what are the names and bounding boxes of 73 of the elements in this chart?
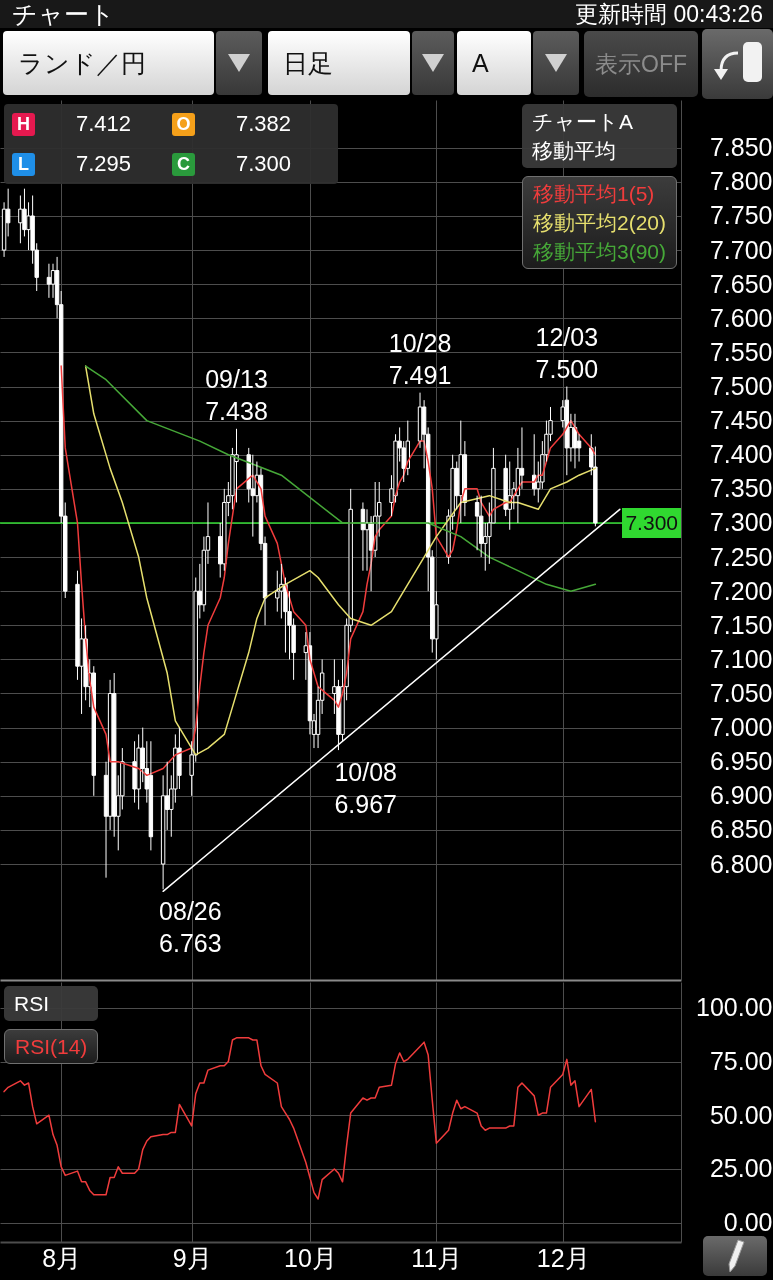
annotation: 09/13 7.438 bbox=[205, 363, 268, 427]
chart-title: チャート bbox=[12, 0, 115, 28]
y-tick-label: 7.850 bbox=[709, 133, 773, 162]
candlestick bbox=[1, 201, 7, 258]
y-tick-label: 7.250 bbox=[709, 542, 773, 571]
y-tick-label: 7.050 bbox=[709, 678, 773, 707]
annotation: 7.382 bbox=[236, 110, 292, 138]
y-tick-label: 7.300 bbox=[709, 508, 773, 537]
candlestick bbox=[478, 495, 484, 558]
y-tick-label: 0.00 bbox=[723, 1208, 773, 1237]
candlestick bbox=[136, 733, 141, 810]
x-tick-label: 9月 bbox=[172, 1243, 212, 1272]
button: 表示OFF bbox=[584, 31, 698, 97]
text: 更新時間 00:43:26 bbox=[575, 0, 763, 28]
candlestick bbox=[234, 428, 239, 503]
y-tick-label: 75.00 bbox=[709, 1047, 773, 1075]
annotation: O bbox=[172, 113, 195, 136]
annotation: L bbox=[12, 153, 35, 176]
y-tick-label: 6.800 bbox=[709, 849, 773, 878]
y-tick-label: 100.00 bbox=[696, 993, 773, 1022]
candlestick bbox=[593, 446, 598, 527]
annotation: 10/28 7.491 bbox=[388, 327, 452, 391]
legend-title: 移動平均 bbox=[531, 138, 617, 164]
annotation: 7.412 bbox=[76, 110, 132, 138]
candlestick bbox=[26, 201, 31, 251]
y-tick-label: 7.550 bbox=[709, 337, 773, 366]
candlestick bbox=[75, 570, 80, 681]
candlestick bbox=[230, 447, 235, 510]
y-tick-label: 7.500 bbox=[709, 372, 773, 401]
y-tick-label: 7.750 bbox=[709, 201, 773, 230]
y-tick-label: 6.900 bbox=[709, 781, 773, 810]
candlestick bbox=[111, 672, 117, 838]
x-tick-label: 8月 bbox=[42, 1243, 82, 1272]
candlestick bbox=[503, 454, 508, 517]
annotation: C bbox=[172, 153, 195, 176]
y-tick-label: 7.100 bbox=[709, 644, 773, 673]
y-tick-label: 7.600 bbox=[709, 303, 773, 332]
y-tick-label: 7.400 bbox=[709, 440, 773, 469]
series-label: RSI(14) bbox=[15, 1034, 88, 1060]
text: 移動平均2(20) bbox=[532, 210, 666, 236]
y-tick-label: 7.150 bbox=[709, 610, 773, 639]
annotation: チャートA bbox=[531, 109, 634, 135]
candlestick bbox=[250, 454, 256, 538]
y-tick-label: 7.800 bbox=[709, 167, 773, 196]
candlestick bbox=[474, 495, 480, 551]
annotation: 7.295 bbox=[76, 150, 132, 178]
y-tick-label: 7.700 bbox=[709, 235, 773, 264]
text: 移動平均3(90) bbox=[532, 239, 666, 265]
line-series bbox=[3, 1037, 597, 1200]
x-tick-label: 12月 bbox=[536, 1243, 590, 1272]
annotation: 08/26 6.763 bbox=[159, 896, 222, 960]
legend-title: RSI bbox=[14, 991, 50, 1017]
y-tick-label: 6.950 bbox=[709, 747, 773, 776]
y-tick-label: 6.850 bbox=[709, 815, 773, 844]
x-tick-label: 10月 bbox=[284, 1243, 337, 1272]
y-tick-label: 7.450 bbox=[709, 406, 773, 435]
candlestick bbox=[148, 740, 154, 851]
ref-line-label: 7.300 bbox=[622, 507, 681, 538]
text: 移動平均1(5) bbox=[532, 181, 656, 207]
x-tick-label: 11月 bbox=[411, 1243, 463, 1272]
annotation: H bbox=[12, 113, 35, 136]
y-tick-label: 50.00 bbox=[709, 1100, 773, 1129]
annotation: 10/08 6.967 bbox=[334, 757, 398, 821]
candlestick bbox=[201, 536, 207, 613]
candlestick bbox=[177, 727, 182, 790]
candlestick bbox=[401, 440, 406, 483]
y-tick-label: 7.650 bbox=[709, 269, 773, 298]
annotation: 7.300 bbox=[236, 150, 292, 178]
annotation: 12/03 7.500 bbox=[535, 321, 599, 385]
y-tick-label: 7.000 bbox=[709, 713, 773, 742]
y-tick-label: 25.00 bbox=[709, 1154, 773, 1183]
y-tick-label: 7.350 bbox=[709, 474, 773, 503]
y-tick-label: 7.200 bbox=[709, 576, 773, 605]
